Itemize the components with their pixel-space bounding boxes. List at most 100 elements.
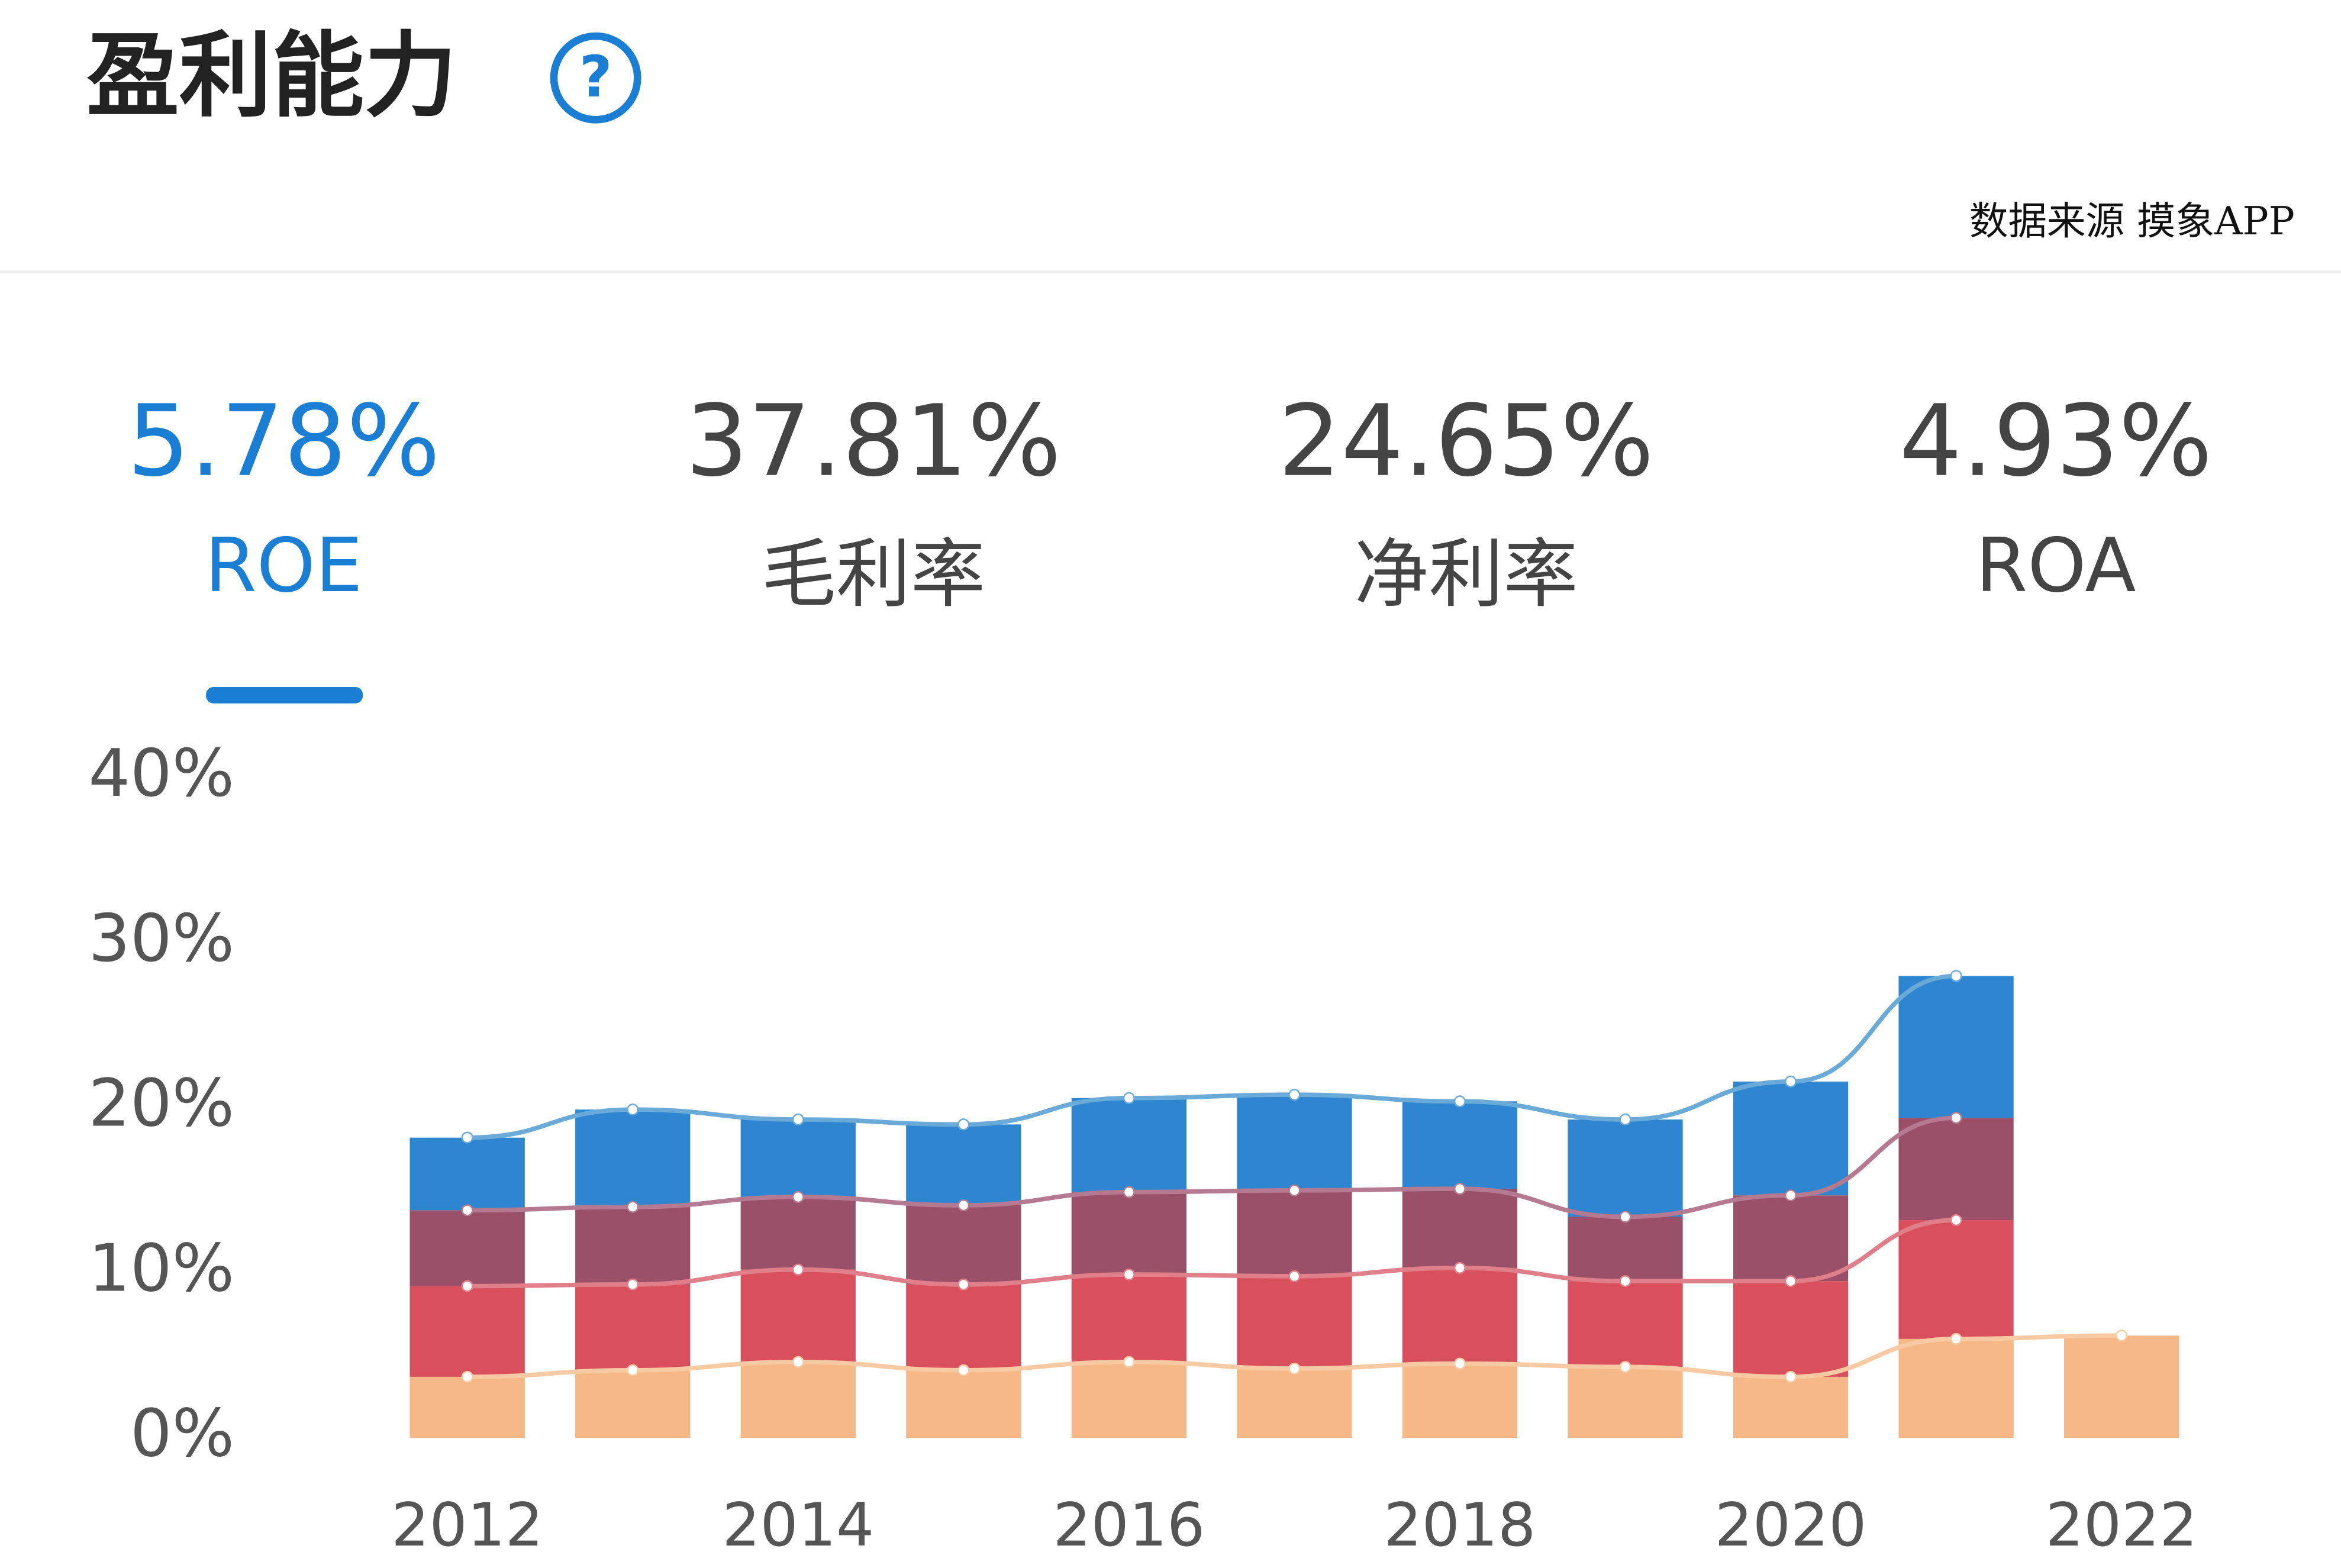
- series-line: [467, 973, 1956, 1140]
- help-icon[interactable]: ?: [550, 32, 641, 124]
- bar-segment: [1071, 1098, 1186, 1192]
- bar-segment: [1071, 1361, 1186, 1438]
- line-point: [1453, 1262, 1466, 1274]
- line-point: [792, 1263, 804, 1276]
- line-point: [1619, 1275, 1631, 1288]
- bar-segment: [906, 1124, 1021, 1205]
- bar-segment: [906, 1205, 1021, 1285]
- bar-segment: [1071, 1192, 1186, 1275]
- line-point: [1123, 1186, 1135, 1198]
- bar-segment: [2063, 1335, 2179, 1438]
- line-point: [1453, 1095, 1466, 1108]
- line-point: [1619, 1211, 1631, 1223]
- line-point: [1950, 1333, 1962, 1345]
- line-point: [1453, 1357, 1466, 1370]
- line-point: [1288, 1089, 1301, 1101]
- y-tick-label: 10%: [88, 1231, 234, 1307]
- line-point: [1123, 1092, 1135, 1104]
- tab[interactable]: 5.78% ROE: [127, 384, 440, 704]
- line-point: [1288, 1184, 1301, 1196]
- bar-segment: [1402, 1363, 1518, 1438]
- bar-segment: [1568, 1217, 1683, 1282]
- bar-segment: [1568, 1281, 1683, 1367]
- tab-value: 24.65%: [1278, 384, 1654, 499]
- line-point: [2116, 1330, 2128, 1342]
- bar-segment: [575, 1370, 691, 1438]
- x-tick-label: 2020: [1715, 1490, 1867, 1560]
- line-point: [792, 1356, 804, 1368]
- x-tick-label: 2012: [391, 1490, 543, 1560]
- bar-segment: [1237, 1368, 1352, 1438]
- bar-segment: [1898, 976, 2014, 1118]
- x-tick-label: 2022: [2046, 1490, 2198, 1560]
- series-line: [467, 1218, 1956, 1289]
- bar-segment: [740, 1361, 856, 1438]
- line-point: [957, 1118, 970, 1131]
- bar-segment: [1568, 1367, 1683, 1438]
- y-tick-label: 20%: [88, 1066, 234, 1142]
- line-point: [1619, 1113, 1631, 1126]
- tab[interactable]: 4.93% ROA: [1900, 384, 2213, 609]
- bar-segment: [1237, 1190, 1352, 1276]
- line-point: [957, 1364, 970, 1376]
- line-point: [1950, 1112, 1962, 1124]
- line-point: [1950, 1214, 1962, 1227]
- bar-segment: [409, 1137, 525, 1211]
- tab[interactable]: 24.65% 净利率: [1278, 384, 1654, 618]
- bar-segment: [409, 1210, 525, 1286]
- bar-segment: [409, 1286, 525, 1377]
- line-point: [1784, 1275, 1797, 1288]
- bar-segment: [1071, 1275, 1186, 1362]
- bar-segment: [1898, 1338, 2014, 1438]
- bar-segment: [1402, 1101, 1518, 1189]
- section-title: 盈利能力: [86, 22, 457, 130]
- bar-segment: [1733, 1195, 1849, 1282]
- x-tick-label: 2014: [722, 1490, 874, 1560]
- bar-segment: [1237, 1095, 1352, 1190]
- line-point: [461, 1370, 473, 1383]
- line-point: [627, 1104, 639, 1116]
- bar-segment: [740, 1119, 856, 1198]
- bar-segment: [1568, 1119, 1683, 1217]
- tab-label: 毛利率: [762, 531, 985, 618]
- bar-segment: [1733, 1376, 1849, 1438]
- bar-segment: [409, 1376, 525, 1438]
- x-tick-label: 2018: [1384, 1490, 1536, 1560]
- series-line: [467, 1115, 1956, 1219]
- tab-label: ROE: [205, 522, 363, 609]
- bar-segment: [575, 1206, 691, 1285]
- bar-segment: [1237, 1276, 1352, 1369]
- line-point: [1453, 1182, 1466, 1195]
- bar-segment: [740, 1269, 856, 1362]
- line-point: [627, 1364, 639, 1376]
- line-point: [627, 1278, 639, 1290]
- tab-value: 37.81%: [685, 384, 1061, 499]
- line-point: [957, 1278, 970, 1290]
- line-point: [1288, 1270, 1301, 1282]
- chart: 0% 10% 20% 30% 40% 2012 2014 2016 2018 2020 2022: [88, 735, 2197, 1560]
- line-point: [461, 1204, 473, 1217]
- line-point: [461, 1280, 473, 1292]
- tab-indicator: [206, 687, 363, 704]
- line-point: [957, 1199, 970, 1212]
- bar-segment: [1402, 1267, 1518, 1364]
- tab-label: ROA: [1976, 522, 2136, 609]
- line-point: [1784, 1189, 1797, 1202]
- bar-segment: [1898, 1118, 2014, 1221]
- line-point: [1950, 970, 1962, 982]
- line-point: [792, 1190, 804, 1204]
- line-point: [1123, 1356, 1135, 1368]
- line-point: [627, 1201, 639, 1213]
- line-point: [1619, 1361, 1631, 1373]
- tab-value: 5.78%: [127, 384, 440, 499]
- bar-segment: [906, 1370, 1021, 1438]
- tab[interactable]: 37.81% 毛利率: [685, 384, 1061, 618]
- bar-segment: [1898, 1220, 2014, 1339]
- tab-label: 净利率: [1354, 531, 1578, 618]
- bar-segment: [575, 1109, 691, 1207]
- line-point: [1288, 1362, 1301, 1375]
- bar-segment: [1733, 1081, 1849, 1196]
- x-tick-label: 2016: [1053, 1490, 1205, 1560]
- bar-segment: [575, 1284, 691, 1370]
